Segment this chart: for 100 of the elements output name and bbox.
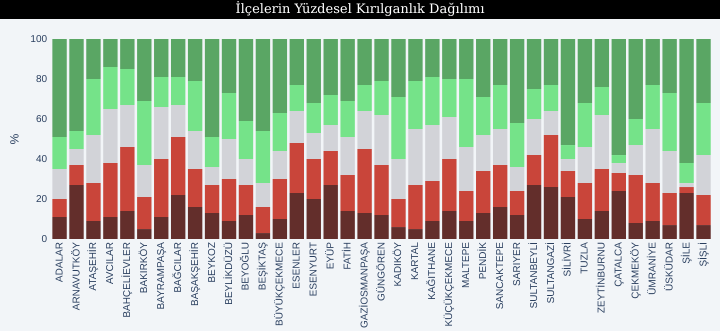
x-tick-label: ESENLER: [292, 242, 303, 289]
bar: [544, 39, 558, 86]
bar: [86, 79, 101, 136]
x-tick-label: ÜMRANİYE: [646, 242, 658, 295]
bar: [238, 121, 254, 160]
bar: [408, 229, 423, 240]
bar: [476, 213, 490, 240]
bar: [526, 185, 542, 240]
bar: [442, 39, 457, 80]
bar: [86, 221, 101, 240]
bar: [645, 221, 660, 240]
bar: [188, 169, 202, 208]
bar: [204, 167, 220, 186]
bar: [272, 151, 288, 180]
bar: [238, 159, 254, 186]
bar: [272, 39, 288, 114]
bar: [662, 151, 677, 194]
bar: [204, 185, 220, 214]
bar: [612, 155, 626, 164]
x-tick-label: EYÜP: [324, 242, 336, 270]
bar: [459, 191, 474, 222]
bar: [324, 125, 338, 152]
bar: [52, 199, 67, 218]
bar: [425, 181, 440, 222]
bar: [425, 39, 440, 78]
bar: [306, 103, 321, 134]
bar: [357, 149, 372, 214]
bar: [103, 163, 118, 218]
bar: [52, 169, 67, 200]
bar: [578, 39, 592, 104]
x-tick-label: KAĞITHANE: [426, 242, 438, 300]
bar: [560, 159, 576, 172]
bar: [662, 225, 677, 240]
bar: [256, 39, 270, 132]
bar: [560, 171, 576, 198]
bar: [594, 115, 610, 170]
bar: [103, 39, 118, 68]
bar: [645, 129, 660, 184]
bar: [188, 81, 202, 132]
x-tick-label: MALTEPE: [461, 242, 472, 288]
x-tick-label: BAKIRKÖY: [138, 242, 150, 294]
bar: [476, 135, 490, 172]
bar: [544, 135, 558, 188]
bar: [170, 39, 186, 78]
x-tick-label: GAZİOSMANPAŞA: [358, 242, 370, 328]
bar: [578, 219, 592, 240]
bar: [662, 193, 677, 226]
bar: [170, 137, 186, 196]
bar: [357, 85, 372, 112]
x-tick-label: BAYRAMPAŞA: [156, 242, 167, 310]
bar: [357, 39, 372, 86]
bar: [222, 139, 236, 180]
bar: [594, 87, 610, 116]
bar: [272, 113, 288, 152]
bar: [391, 39, 406, 98]
bar: [170, 77, 186, 106]
x-tick-label: ŞİLE: [680, 242, 692, 264]
bar: [645, 85, 660, 130]
x-tick-label: ZEYTİNBURNU: [596, 242, 608, 314]
bar: [188, 207, 202, 240]
bar: [137, 229, 152, 240]
x-tick-label: BAĞCILAR: [172, 242, 184, 293]
bar: [324, 151, 338, 186]
bar: [222, 39, 236, 94]
x-tick-label: GÜNGÖREN: [375, 242, 388, 301]
bar: [526, 89, 542, 120]
bar: [69, 185, 84, 240]
bar: [154, 217, 168, 240]
bar: [594, 39, 610, 88]
chart-title: İlçelerin Yüzdesel Kırılganlık Dağılımı: [0, 0, 720, 19]
bar: [256, 233, 270, 240]
bar: [696, 103, 711, 156]
bar: [170, 195, 186, 240]
bar: [612, 39, 626, 156]
bar: [290, 143, 304, 194]
bar: [645, 39, 660, 86]
x-tick-label: ADALAR: [54, 242, 66, 282]
bar: [103, 67, 118, 110]
bar: [256, 207, 270, 234]
bar: [510, 191, 524, 216]
bar: [222, 93, 236, 140]
bar: [103, 109, 118, 164]
bar: [290, 39, 304, 86]
bar: [560, 197, 576, 240]
bar: [324, 95, 338, 126]
bar: [492, 39, 508, 86]
bar: [69, 39, 84, 132]
bar: [696, 155, 711, 196]
bar: [154, 159, 168, 218]
bar: [696, 195, 711, 226]
bar: [374, 39, 389, 82]
bar: [204, 137, 220, 168]
x-tick-label: PENDİK: [476, 242, 489, 280]
bar: [578, 183, 592, 220]
y-tick-label: 20: [36, 194, 48, 205]
bar: [238, 215, 254, 240]
bar: [578, 147, 592, 184]
bar: [137, 101, 152, 166]
bar: [391, 199, 406, 228]
x-tick-label: ATAŞEHİR: [87, 242, 100, 291]
